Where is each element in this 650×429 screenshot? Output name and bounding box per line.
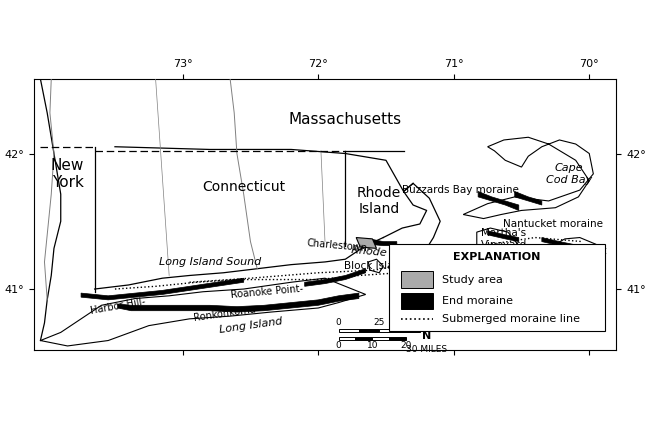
Text: New
York: New York xyxy=(51,157,84,190)
Bar xyxy=(339,329,359,332)
Polygon shape xyxy=(81,278,244,300)
Text: 0: 0 xyxy=(335,341,341,350)
Bar xyxy=(389,244,604,331)
Text: Long Island Sound: Long Island Sound xyxy=(159,257,261,267)
Bar xyxy=(401,272,433,288)
Text: Harbor Hill-: Harbor Hill- xyxy=(89,297,146,317)
Polygon shape xyxy=(370,239,396,246)
Polygon shape xyxy=(488,231,519,242)
Text: Nantucket: Nantucket xyxy=(553,246,606,256)
Text: Nantucket moraine: Nantucket moraine xyxy=(502,219,603,229)
Polygon shape xyxy=(40,278,366,346)
Text: Massachusetts: Massachusetts xyxy=(289,112,402,127)
Text: 30 MILES: 30 MILES xyxy=(406,345,447,354)
Polygon shape xyxy=(478,191,519,211)
Bar xyxy=(339,337,356,340)
Bar xyxy=(379,329,400,332)
Polygon shape xyxy=(34,79,616,350)
Text: EXPLANATION: EXPLANATION xyxy=(453,252,541,263)
Polygon shape xyxy=(356,238,376,248)
Text: Study area: Study area xyxy=(441,275,502,284)
Text: Rhode Island Sound: Rhode Island Sound xyxy=(351,245,462,265)
Text: Roanoke Point-: Roanoke Point- xyxy=(230,284,304,300)
Text: Connecticut: Connecticut xyxy=(202,181,285,194)
Polygon shape xyxy=(463,137,593,218)
Polygon shape xyxy=(515,191,542,205)
Text: Cape
Cod Bay: Cape Cod Bay xyxy=(546,163,592,184)
Text: 25: 25 xyxy=(374,318,385,327)
Text: Rhode
Island: Rhode Island xyxy=(357,186,401,216)
Polygon shape xyxy=(477,228,519,251)
Text: 0: 0 xyxy=(335,318,341,327)
Bar xyxy=(356,337,372,340)
Bar xyxy=(359,329,379,332)
Text: Long Island: Long Island xyxy=(218,316,283,335)
Text: Submerged moraine line: Submerged moraine line xyxy=(441,314,580,324)
Text: 50 KILOMETERS: 50 KILOMETERS xyxy=(420,318,491,327)
Text: End moraine: End moraine xyxy=(441,296,513,306)
Bar xyxy=(372,337,389,340)
Text: 20: 20 xyxy=(400,341,412,350)
Text: Buzzards Bay moraine: Buzzards Bay moraine xyxy=(402,185,519,195)
Polygon shape xyxy=(369,259,383,273)
Text: Ronkonkoma-: Ronkonkoma- xyxy=(192,304,259,323)
Text: Martha's
Vineyard: Martha's Vineyard xyxy=(481,228,527,250)
Bar xyxy=(400,329,420,332)
Bar xyxy=(401,293,433,309)
Text: Block Island: Block Island xyxy=(344,261,406,271)
Polygon shape xyxy=(552,238,596,259)
Polygon shape xyxy=(118,293,359,312)
Text: 10: 10 xyxy=(367,341,378,350)
Polygon shape xyxy=(542,238,573,248)
Polygon shape xyxy=(305,269,366,286)
Text: N: N xyxy=(422,331,431,341)
Bar xyxy=(389,337,406,340)
Text: Charlestown-: Charlestown- xyxy=(306,238,371,254)
